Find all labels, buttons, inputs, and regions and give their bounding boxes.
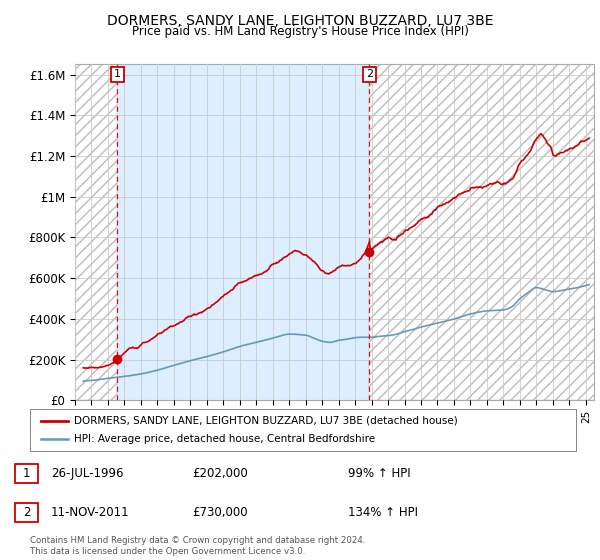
Text: £202,000: £202,000	[192, 467, 248, 480]
Text: DORMERS, SANDY LANE, LEIGHTON BUZZARD, LU7 3BE: DORMERS, SANDY LANE, LEIGHTON BUZZARD, L…	[107, 14, 493, 28]
Text: 1: 1	[23, 467, 30, 480]
Text: Contains HM Land Registry data © Crown copyright and database right 2024.
This d: Contains HM Land Registry data © Crown c…	[30, 536, 365, 556]
Text: 1: 1	[114, 69, 121, 80]
Text: 11-NOV-2011: 11-NOV-2011	[51, 506, 130, 520]
Text: 2: 2	[366, 69, 373, 80]
Text: 26-JUL-1996: 26-JUL-1996	[51, 467, 124, 480]
Text: 99% ↑ HPI: 99% ↑ HPI	[348, 467, 410, 480]
Text: £730,000: £730,000	[192, 506, 248, 520]
Text: 2: 2	[23, 506, 30, 520]
Text: Price paid vs. HM Land Registry's House Price Index (HPI): Price paid vs. HM Land Registry's House …	[131, 25, 469, 38]
Text: DORMERS, SANDY LANE, LEIGHTON BUZZARD, LU7 3BE (detached house): DORMERS, SANDY LANE, LEIGHTON BUZZARD, L…	[74, 416, 457, 426]
Text: 134% ↑ HPI: 134% ↑ HPI	[348, 506, 418, 520]
Text: HPI: Average price, detached house, Central Bedfordshire: HPI: Average price, detached house, Cent…	[74, 434, 375, 444]
